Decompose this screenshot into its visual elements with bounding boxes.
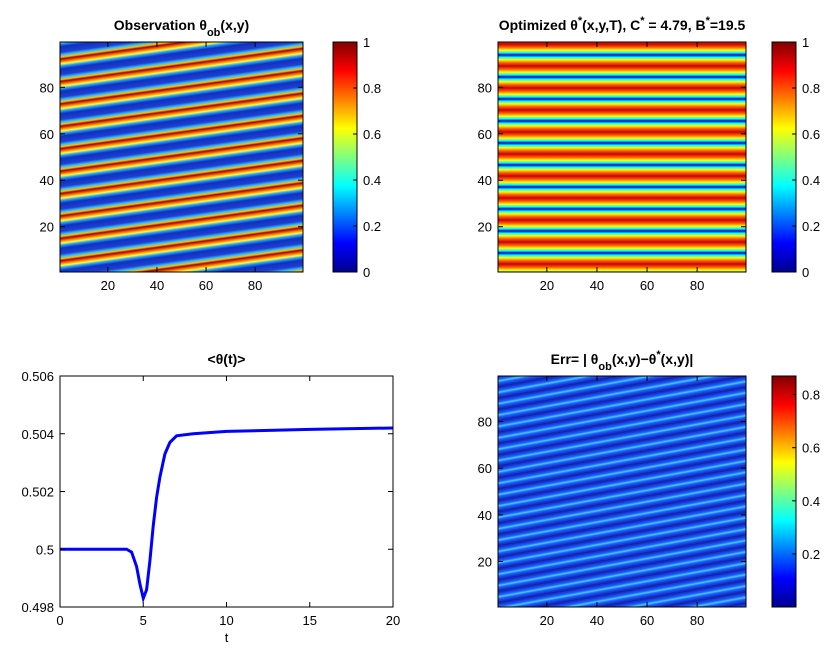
colorbar-tick-label: 0.6 <box>802 441 820 456</box>
title-part: (x,y,T), C <box>582 17 640 33</box>
title-part: * <box>706 15 711 27</box>
colorbar-tick-label: 0.8 <box>802 388 820 403</box>
y-tick-label: 20 <box>40 220 54 235</box>
title-part: =19.5 <box>710 17 746 33</box>
title-part: * <box>640 15 645 27</box>
x-tick-label: 80 <box>690 278 704 293</box>
x-tick-label: 60 <box>640 278 654 293</box>
y-tick-label: 20 <box>478 220 492 235</box>
title-part: Optimized θ <box>499 17 578 33</box>
y-tick-label: 40 <box>478 173 492 188</box>
colorbar-tick-label: 0.6 <box>363 127 381 142</box>
title-part: (x,y)−θ <box>612 351 657 367</box>
colorbar-tick-label: 1 <box>363 35 370 50</box>
axes-box <box>59 375 394 608</box>
axes-box <box>497 375 747 608</box>
title-part: ob <box>207 27 221 39</box>
x-axis-label: t <box>225 630 229 645</box>
title-part: Observation θ <box>114 17 207 33</box>
x-tick-label: 40 <box>150 278 164 293</box>
title-part: ob <box>598 361 612 373</box>
colorbar-tick-label: 0 <box>802 265 809 280</box>
y-tick-label: 40 <box>478 508 492 523</box>
y-tick-label: 0.498 <box>21 600 54 615</box>
axes-box <box>497 41 747 273</box>
heatmap-image <box>498 376 746 607</box>
heatmap-image <box>498 42 746 272</box>
axes-box <box>59 41 304 273</box>
y-tick-label: 60 <box>478 127 492 142</box>
colorbar-tick-label: 0.2 <box>802 219 820 234</box>
chart-title: Err= | θob(x,y)−θ*(x,y)| <box>551 349 694 373</box>
y-tick-label: 60 <box>40 127 54 142</box>
x-tick-label: 40 <box>590 613 604 628</box>
title-part: Err= | θ <box>551 351 599 367</box>
title-part: * <box>578 15 583 27</box>
colorbar-tick-label: 0.4 <box>802 173 820 188</box>
y-tick-label: 80 <box>478 415 492 430</box>
chart-title: Observation θob(x,y) <box>114 17 249 39</box>
colorbar <box>771 41 797 273</box>
title-part: (x,y)| <box>661 351 694 367</box>
colorbar-tick-label: 0.2 <box>802 547 820 562</box>
x-tick-label: 20 <box>540 278 554 293</box>
title-part: <θ(t)> <box>208 351 246 367</box>
colorbar-tick-label: 0.6 <box>802 127 820 142</box>
x-tick-label: 80 <box>690 613 704 628</box>
x-tick-label: 15 <box>303 613 317 628</box>
chart-title: Optimized θ*(x,y,T), C* = 4.79, B*=19.5 <box>499 15 746 33</box>
title-part: (x,y) <box>220 17 249 33</box>
y-tick-label: 40 <box>40 173 54 188</box>
colorbar-tick-label: 0.8 <box>802 81 820 96</box>
x-tick-label: 20 <box>101 278 115 293</box>
y-tick-label: 0.502 <box>21 485 54 500</box>
y-tick-label: 0.506 <box>21 369 54 384</box>
x-tick-label: 0 <box>56 613 63 628</box>
colorbar <box>332 41 358 273</box>
y-tick-label: 80 <box>40 80 54 95</box>
line-series <box>60 426 394 604</box>
x-tick-label: 80 <box>248 278 262 293</box>
y-tick-label: 60 <box>478 461 492 476</box>
x-tick-label: 60 <box>640 613 654 628</box>
title-part: * <box>656 349 661 361</box>
x-tick-label: 60 <box>199 278 213 293</box>
y-tick-label: 0.504 <box>21 427 54 442</box>
colorbar-tick-label: 1 <box>802 35 809 50</box>
x-tick-label: 20 <box>386 613 400 628</box>
x-tick-label: 20 <box>540 613 554 628</box>
x-tick-label: 5 <box>140 613 147 628</box>
colorbar-tick-label: 0.4 <box>802 494 820 509</box>
x-tick-label: 40 <box>590 278 604 293</box>
y-tick-label: 80 <box>478 80 492 95</box>
colorbar-tick-label: 0.2 <box>363 219 381 234</box>
colorbar-tick-label: 0.8 <box>363 81 381 96</box>
heatmap-image <box>60 42 303 272</box>
colorbar <box>771 375 797 608</box>
colorbar-tick-label: 0 <box>363 265 370 280</box>
x-tick-label: 10 <box>219 613 233 628</box>
title-part: = 4.79, B <box>644 17 705 33</box>
y-tick-label: 0.5 <box>36 542 54 557</box>
colorbar-tick-label: 0.4 <box>363 173 381 188</box>
y-tick-label: 20 <box>478 555 492 570</box>
chart-title: <θ(t)> <box>208 351 246 367</box>
